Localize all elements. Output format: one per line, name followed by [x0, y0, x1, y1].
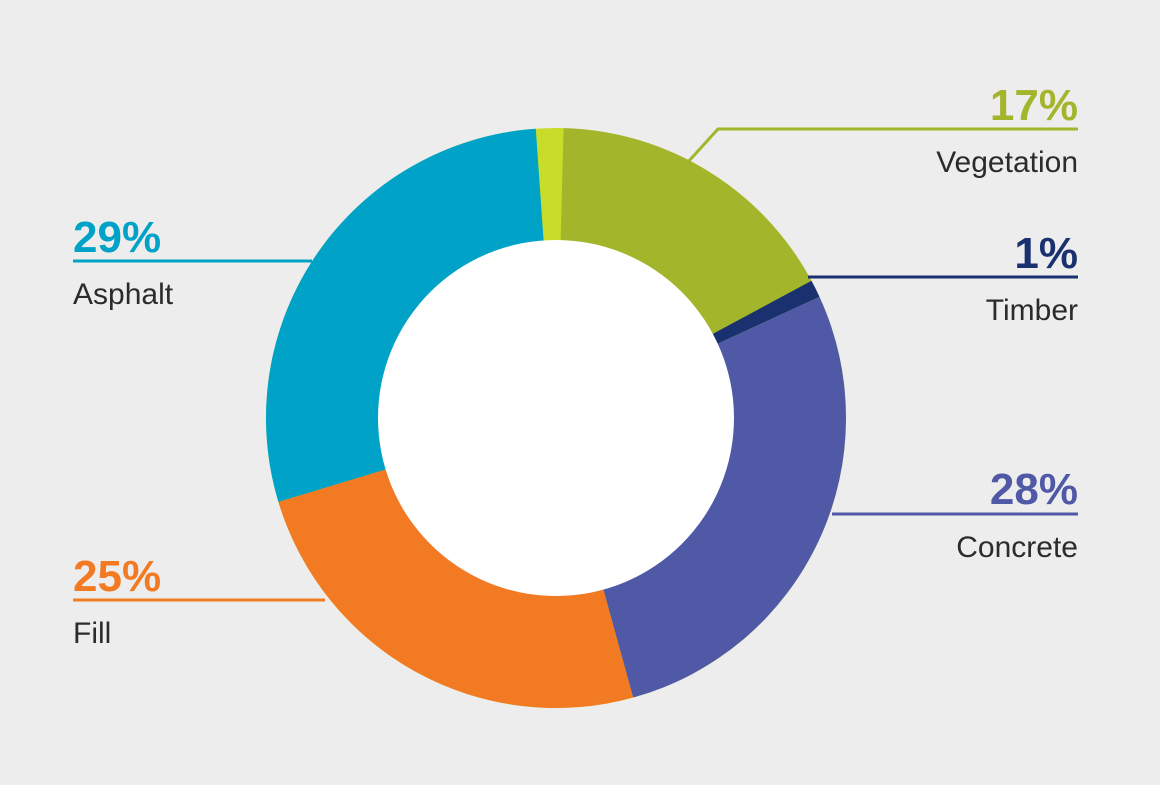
callout-timber: 1% Timber [808, 229, 1078, 327]
callout-asphalt: 29% Asphalt [73, 213, 312, 311]
callout-concrete: 28% Concrete [832, 465, 1078, 564]
value-label-timber: 1% [1014, 229, 1078, 278]
leader-line-vegetation [686, 127, 1078, 164]
value-label-vegetation: 17% [990, 81, 1078, 130]
category-label-vegetation: Vegetation [936, 146, 1078, 179]
category-label-asphalt: Asphalt [73, 278, 174, 311]
value-label-asphalt: 29% [73, 213, 161, 262]
category-label-fill: Fill [73, 617, 111, 650]
category-label-concrete: Concrete [956, 531, 1078, 564]
chart-callouts: 17%Vegetation1%Timber28%Concrete25%Fill2… [73, 81, 1078, 650]
value-label-concrete: 28% [990, 465, 1078, 514]
callout-fill: 25% Fill [73, 552, 325, 650]
value-label-fill: 25% [73, 552, 161, 601]
category-label-timber: Timber [986, 294, 1078, 327]
callout-vegetation: 17% Vegetation [686, 81, 1078, 179]
donut-hole [378, 240, 734, 596]
